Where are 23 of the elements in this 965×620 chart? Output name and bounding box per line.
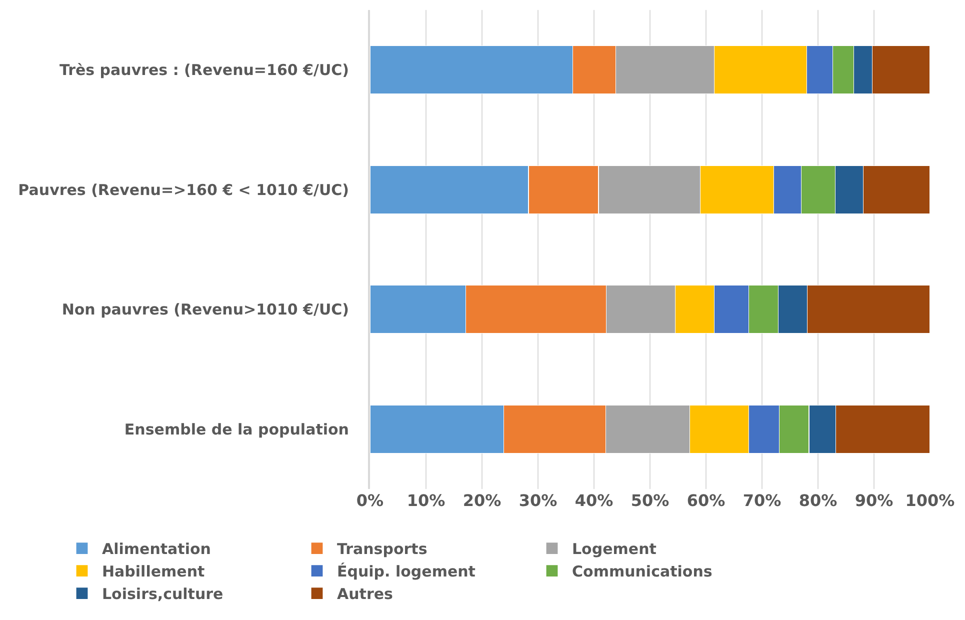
- x-tick-label: 10%: [406, 491, 446, 510]
- x-tick-label: 100%: [905, 491, 955, 510]
- x-tick-label: 50%: [630, 491, 670, 510]
- x-tick-label: 0%: [356, 491, 384, 510]
- legend-label: Alimentation: [102, 540, 211, 558]
- legend-label: Habillement: [102, 562, 205, 581]
- legend-label: Transports: [337, 540, 428, 558]
- legend-label: Équip. logement: [337, 562, 476, 581]
- x-tick-label: 30%: [518, 491, 558, 510]
- x-tick-label: 90%: [854, 491, 894, 510]
- y-tick-label: Ensemble de la population: [124, 420, 349, 438]
- x-tick-label: 80%: [798, 491, 838, 510]
- y-tick-label: Très pauvres : (Revenu=160 €/UC): [59, 61, 349, 80]
- x-tick-label: 60%: [686, 491, 726, 510]
- legend-label: Autres: [337, 585, 394, 604]
- x-tick-label: 20%: [462, 491, 502, 510]
- y-tick-label: Pauvres (Revenu=>160 € < 1010 €/UC): [18, 180, 349, 199]
- x-tick-label: 70%: [742, 491, 782, 510]
- legend-label: Logement: [572, 540, 656, 558]
- y-tick-label: Non pauvres (Revenu>1010 €/UC): [62, 300, 349, 319]
- legend-label: Communications: [572, 562, 712, 581]
- legend-label: Loisirs,culture: [102, 585, 224, 604]
- x-tick-label: 40%: [574, 491, 614, 510]
